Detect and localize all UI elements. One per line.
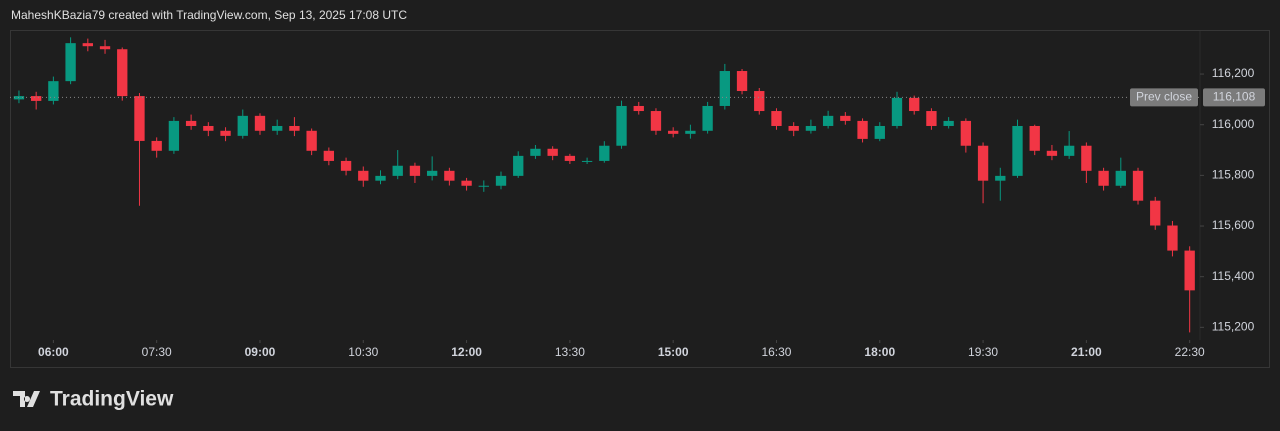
candle-body xyxy=(134,96,145,141)
candle-body xyxy=(1046,150,1058,156)
prev-close-value-tag xyxy=(1203,88,1265,107)
candle-body xyxy=(754,91,765,112)
x-tick-label: 18:00 xyxy=(864,345,895,359)
candle-body xyxy=(185,120,197,126)
candle-body xyxy=(1029,125,1040,151)
candle-body xyxy=(719,71,730,106)
x-tick-label: 19:30 xyxy=(968,345,998,359)
candle-body xyxy=(633,105,644,112)
candle-body xyxy=(168,120,180,151)
y-tick-label: 116,200 xyxy=(1212,66,1255,80)
candle-body xyxy=(926,111,937,126)
y-tick-label: 115,800 xyxy=(1212,168,1255,182)
candle-body xyxy=(822,115,834,126)
prev-close-label: Prev close xyxy=(1136,90,1192,104)
candle-body xyxy=(668,130,679,134)
logo-icon xyxy=(13,391,40,407)
candle-body xyxy=(358,170,369,181)
candle-body xyxy=(1098,170,1109,186)
candle-body xyxy=(272,125,283,131)
candle-body xyxy=(1115,170,1126,186)
candle-body xyxy=(220,130,231,136)
candle-body xyxy=(960,120,972,146)
candle-body xyxy=(392,165,403,176)
candle-body xyxy=(650,111,662,131)
candle-body xyxy=(289,125,300,131)
y-tick-label: 115,200 xyxy=(1212,320,1255,334)
candle-body xyxy=(977,145,989,181)
logo: TradingView xyxy=(13,388,174,411)
candle-body xyxy=(117,49,128,97)
x-tick-label: 10:30 xyxy=(348,345,378,359)
candle-body xyxy=(805,125,817,131)
candle-body xyxy=(599,145,610,161)
candle-body xyxy=(1012,125,1023,176)
x-tick-label: 22:30 xyxy=(1175,345,1205,359)
candle-body xyxy=(444,170,455,181)
candle-body xyxy=(891,97,903,126)
candle-body xyxy=(943,120,954,126)
candle-body xyxy=(48,81,59,101)
candle-body xyxy=(151,140,162,151)
candle-body xyxy=(31,96,42,101)
candle-body xyxy=(513,155,524,176)
candle-body xyxy=(1063,145,1075,156)
candle-body xyxy=(1132,170,1144,201)
y-tick-label: 116,000 xyxy=(1212,117,1255,131)
x-tick-label: 07:30 xyxy=(142,345,172,359)
candle-body xyxy=(461,180,472,186)
x-tick-label: 21:00 xyxy=(1071,345,1102,359)
candle-body xyxy=(685,130,696,134)
candle-body xyxy=(237,115,248,136)
chart-frame xyxy=(10,30,1270,368)
x-tick-label: 09:00 xyxy=(245,345,276,359)
candle-body xyxy=(840,115,851,121)
x-tick-label: 15:00 xyxy=(658,345,689,359)
candle-body xyxy=(736,71,748,92)
candle-body xyxy=(1081,145,1092,171)
candle-body xyxy=(323,150,335,161)
candle-body xyxy=(306,130,317,151)
candle-body xyxy=(530,148,541,156)
candle-body xyxy=(771,111,782,126)
y-tick-label: 115,600 xyxy=(1212,218,1255,232)
candle-body xyxy=(581,160,593,162)
candle-body xyxy=(65,43,76,82)
x-tick-label: 16:30 xyxy=(761,345,791,359)
candle-body xyxy=(995,175,1006,181)
x-tick-label: 12:00 xyxy=(451,345,482,359)
prev-close-tag xyxy=(1130,88,1198,107)
prev-close-value: 116,108 xyxy=(1213,90,1256,104)
candle-body xyxy=(909,97,920,112)
candle-body xyxy=(426,170,438,176)
y-tick-label: 115,400 xyxy=(1212,269,1255,283)
candle-body xyxy=(616,105,627,146)
candle-body xyxy=(702,105,713,131)
candle-body xyxy=(788,125,799,131)
candle-body xyxy=(874,125,885,139)
logo-text: TradingView xyxy=(50,388,174,411)
x-tick-label: 13:30 xyxy=(555,345,585,359)
candle-body xyxy=(1150,200,1161,226)
candle-body xyxy=(1167,225,1178,251)
candle-body xyxy=(99,46,111,50)
candle-body xyxy=(375,175,386,181)
header: MaheshKBazia79 created with TradingView.… xyxy=(11,8,407,22)
candle-body xyxy=(478,185,489,187)
candle-body xyxy=(495,175,507,186)
candle-body xyxy=(409,165,421,176)
candle-body xyxy=(340,160,352,171)
candle-body xyxy=(857,120,868,139)
candle-body xyxy=(1184,250,1195,291)
x-tick-label: 06:00 xyxy=(38,345,69,359)
candle-body xyxy=(254,115,266,131)
candle-body xyxy=(564,155,576,161)
candle-body xyxy=(203,125,214,131)
candle-body xyxy=(82,43,93,47)
candle-body xyxy=(547,148,558,156)
